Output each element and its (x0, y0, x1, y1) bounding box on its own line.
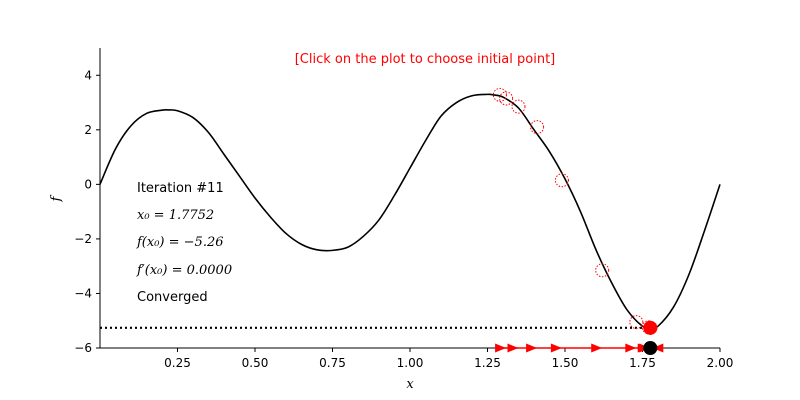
y-tick-label: −6 (74, 341, 92, 355)
iterate-circle (629, 315, 644, 330)
chart-title: [Click on the plot to choose initial poi… (295, 52, 556, 67)
y-tick-label: 4 (84, 68, 92, 82)
x-tick-label: 1.75 (629, 356, 656, 370)
dfx0-label: f′(x₀) = 0.0000 (136, 263, 232, 278)
iterate-step-arrow (526, 343, 538, 353)
iterate-step-arrow (495, 343, 507, 353)
iterate-circle (499, 91, 514, 106)
iterate-circle (530, 120, 545, 135)
x-tick-label: 1.00 (397, 356, 424, 370)
x-axis-label: x (406, 377, 414, 392)
y-axis-label: f (49, 194, 64, 202)
fx0-label: f(x₀) = −5.26 (136, 235, 224, 250)
y-tick-label: 0 (84, 177, 92, 191)
iterate-step-arrow (591, 343, 603, 353)
x-tick-label: 1.25 (474, 356, 501, 370)
current-point-marker (643, 320, 658, 335)
iteration-info: Iteration #11 x₀ = 1.7752 f(x₀) = −5.26 … (136, 181, 232, 305)
iterate-step-arrow (625, 343, 637, 353)
x-tick-label: 1.50 (552, 356, 579, 370)
x-tick-label: 2.00 (707, 356, 734, 370)
function-curve (99, 93, 721, 330)
x-tick-label: 0.25 (164, 356, 191, 370)
x0-label: x₀ = 1.7752 (137, 208, 214, 223)
plot-area[interactable] (99, 87, 721, 355)
axes: 0.25 0.50 0.75 1.00 1.25 1.50 1.75 2.00 −6 −4 −2 0 2… (74, 48, 733, 370)
iterate-step-arrow (652, 343, 664, 353)
iterate-step-arrow (507, 343, 519, 353)
iterate-step-arrow (550, 343, 562, 353)
y-tick-label: 2 (84, 123, 92, 137)
y-tick-label: −2 (74, 232, 92, 246)
iterate-circle (595, 263, 610, 278)
iterate-circle (492, 87, 507, 102)
iterate-circle (511, 99, 526, 114)
y-tick-label: −4 (74, 286, 92, 300)
iteration-label: Iteration #11 (137, 181, 224, 196)
x-tick-label: 0.75 (319, 356, 346, 370)
current-point-axis-marker (643, 341, 658, 355)
x-tick-label: 0.50 (242, 356, 269, 370)
iterate-circle (554, 173, 569, 188)
status-label: Converged (137, 290, 208, 305)
